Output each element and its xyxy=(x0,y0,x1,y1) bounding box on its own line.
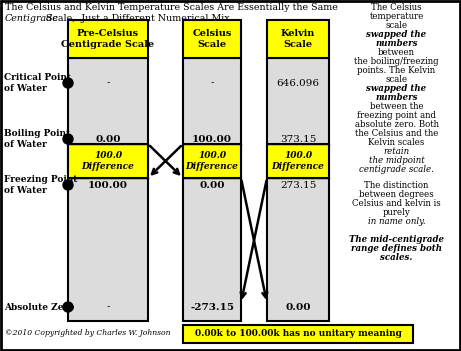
Text: The mid-centigrade: The mid-centigrade xyxy=(349,235,444,244)
Bar xyxy=(267,144,329,178)
Text: swapped the: swapped the xyxy=(366,30,426,39)
Bar xyxy=(183,144,241,178)
Bar xyxy=(267,20,329,58)
Text: -: - xyxy=(106,79,110,87)
Text: Pre-Celsius
Centigrade Scale: Pre-Celsius Centigrade Scale xyxy=(61,29,154,49)
Text: scale: scale xyxy=(385,75,408,84)
Text: the Celsius and the: the Celsius and the xyxy=(355,129,438,138)
Text: The Celsius and Kelvin Temperature Scales Are Essentially the Same: The Celsius and Kelvin Temperature Scale… xyxy=(5,3,338,12)
Text: 100.00: 100.00 xyxy=(88,180,128,190)
Bar xyxy=(68,58,148,321)
Text: scale: scale xyxy=(385,21,408,30)
Text: Scale,  Just a Different Numerical Mix: Scale, Just a Different Numerical Mix xyxy=(43,14,230,23)
Text: Boiling Point
of Water: Boiling Point of Water xyxy=(4,129,70,149)
Text: Kelvin scales: Kelvin scales xyxy=(368,138,425,147)
Text: Critical Point
of Water: Critical Point of Water xyxy=(4,73,71,93)
Text: 0.00: 0.00 xyxy=(285,303,311,311)
Text: 0.00: 0.00 xyxy=(95,134,121,144)
Text: Celsius and kelvin is: Celsius and kelvin is xyxy=(352,199,441,208)
Text: 100.0
Difference: 100.0 Difference xyxy=(82,151,135,171)
Circle shape xyxy=(63,134,73,144)
Text: Freezing Point
of Water: Freezing Point of Water xyxy=(4,175,77,195)
Text: the boiling/freezing: the boiling/freezing xyxy=(354,57,439,66)
Bar xyxy=(68,144,148,178)
Bar xyxy=(183,325,413,343)
Text: temperature: temperature xyxy=(369,12,424,21)
Text: the midpoint: the midpoint xyxy=(369,156,425,165)
Text: scales.: scales. xyxy=(380,253,413,262)
Text: 0.00: 0.00 xyxy=(199,180,225,190)
Text: The Celsius: The Celsius xyxy=(371,3,422,12)
Bar xyxy=(183,58,241,321)
Text: points. The Kelvin: points. The Kelvin xyxy=(357,66,436,75)
Text: 273.15: 273.15 xyxy=(280,180,316,190)
Text: absolute zero. Both: absolute zero. Both xyxy=(355,120,438,129)
Text: centigrade scale.: centigrade scale. xyxy=(359,165,434,174)
Text: Celsius
Scale: Celsius Scale xyxy=(192,29,232,49)
Text: Kelvin
Scale: Kelvin Scale xyxy=(281,29,315,49)
Text: retain: retain xyxy=(384,147,409,156)
Text: 100.00: 100.00 xyxy=(192,134,232,144)
Text: -273.15: -273.15 xyxy=(190,303,234,311)
Text: ©2010 Copyrighted by Charles W. Johnson: ©2010 Copyrighted by Charles W. Johnson xyxy=(5,329,171,337)
Text: purely: purely xyxy=(383,208,410,217)
Circle shape xyxy=(63,180,73,190)
Text: 100.0
Difference: 100.0 Difference xyxy=(186,151,238,171)
Text: between degrees: between degrees xyxy=(359,190,434,199)
Text: -: - xyxy=(106,303,110,311)
Bar xyxy=(68,20,148,58)
Text: numbers: numbers xyxy=(375,39,418,48)
Text: The distinction: The distinction xyxy=(364,181,429,190)
Text: freezing point and: freezing point and xyxy=(357,111,436,120)
Circle shape xyxy=(63,302,73,312)
Text: Centigrade: Centigrade xyxy=(5,14,59,23)
Text: Absolute Zero: Absolute Zero xyxy=(4,303,74,311)
Text: 646.096: 646.096 xyxy=(277,79,319,87)
Text: between: between xyxy=(378,48,415,57)
Text: range defines both: range defines both xyxy=(351,244,442,253)
Text: 0.00k to 100.00k has no unitary meaning: 0.00k to 100.00k has no unitary meaning xyxy=(195,330,402,338)
Text: numbers: numbers xyxy=(375,93,418,102)
Text: 373.15: 373.15 xyxy=(280,134,316,144)
Text: -: - xyxy=(210,79,214,87)
Bar xyxy=(183,20,241,58)
Text: 100.0
Difference: 100.0 Difference xyxy=(272,151,325,171)
Text: swapped the: swapped the xyxy=(366,84,426,93)
Text: between the: between the xyxy=(370,102,423,111)
Text: in name only.: in name only. xyxy=(368,217,426,226)
Circle shape xyxy=(63,78,73,88)
Bar xyxy=(267,58,329,321)
